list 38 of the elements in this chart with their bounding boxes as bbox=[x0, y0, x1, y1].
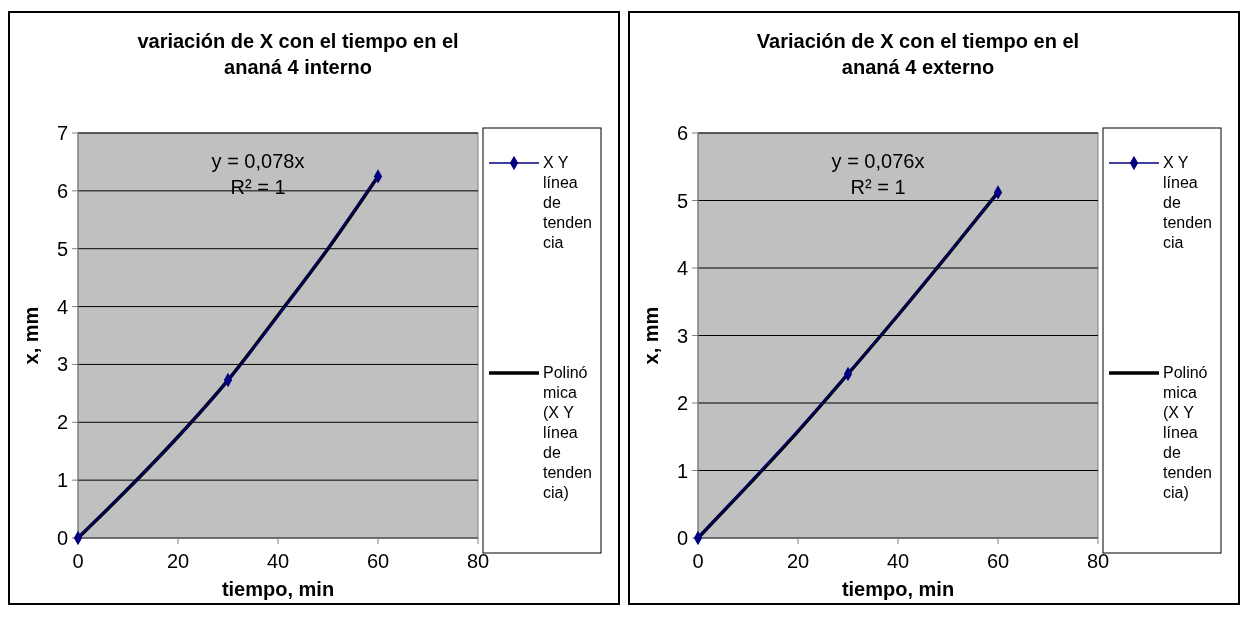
x-tick-label: 0 bbox=[692, 550, 704, 572]
x-tick-label: 60 bbox=[366, 550, 390, 572]
y-tick-label: 0 bbox=[676, 527, 688, 549]
y-tick-label: 0 bbox=[56, 527, 68, 549]
y-tick-label: 5 bbox=[676, 189, 688, 212]
legend-label: Polinómica (X Y línea de tendencia) bbox=[1163, 364, 1212, 501]
y-tick-label: 3 bbox=[676, 324, 688, 347]
y-tick-label: 4 bbox=[676, 257, 688, 279]
x-tick-label: 40 bbox=[266, 550, 290, 572]
x-tick-label: 20 bbox=[166, 550, 190, 572]
y-tick-label: 5 bbox=[56, 237, 68, 260]
y-tick-label: 4 bbox=[56, 295, 68, 318]
y-axis-title: x, mm bbox=[640, 306, 662, 365]
annotation: y = 0,078x bbox=[211, 150, 305, 172]
x-tick-label: 0 bbox=[72, 550, 84, 572]
legend-label: X Y línea de tendencia bbox=[543, 154, 592, 251]
x-axis-title: tiempo, min bbox=[841, 578, 955, 600]
y-axis-title: x, mm bbox=[20, 306, 42, 365]
y-tick-label: 3 bbox=[56, 353, 68, 376]
chart-title: variación de X con el tiempo en el ananá 4 interno bbox=[137, 30, 459, 78]
annotation: y = 0,076x bbox=[831, 150, 925, 172]
x-axis-title: tiempo, min bbox=[221, 578, 335, 600]
x-tick-label: 60 bbox=[986, 550, 1010, 572]
chart-title: Variación de X con el tiempo en el ananá 4 externo bbox=[756, 30, 1080, 78]
x-tick-label: 40 bbox=[886, 550, 910, 572]
x-tick-label: 80 bbox=[466, 550, 490, 572]
y-tick-label: 1 bbox=[676, 459, 688, 482]
legend-label: X Y línea de tendencia bbox=[1163, 154, 1212, 251]
y-tick-label: 7 bbox=[56, 122, 68, 144]
legend-label: Polinómica (X Y línea de tendencia) bbox=[543, 364, 592, 501]
y-tick-label: 1 bbox=[56, 469, 68, 492]
x-tick-label: 20 bbox=[786, 550, 810, 572]
y-tick-label: 2 bbox=[56, 411, 68, 434]
annotation: R² = 1 bbox=[850, 176, 906, 198]
y-tick-label: 6 bbox=[676, 122, 688, 144]
y-tick-label: 6 bbox=[56, 179, 68, 202]
x-tick-label: 80 bbox=[1086, 550, 1110, 572]
y-tick-label: 2 bbox=[676, 392, 688, 414]
